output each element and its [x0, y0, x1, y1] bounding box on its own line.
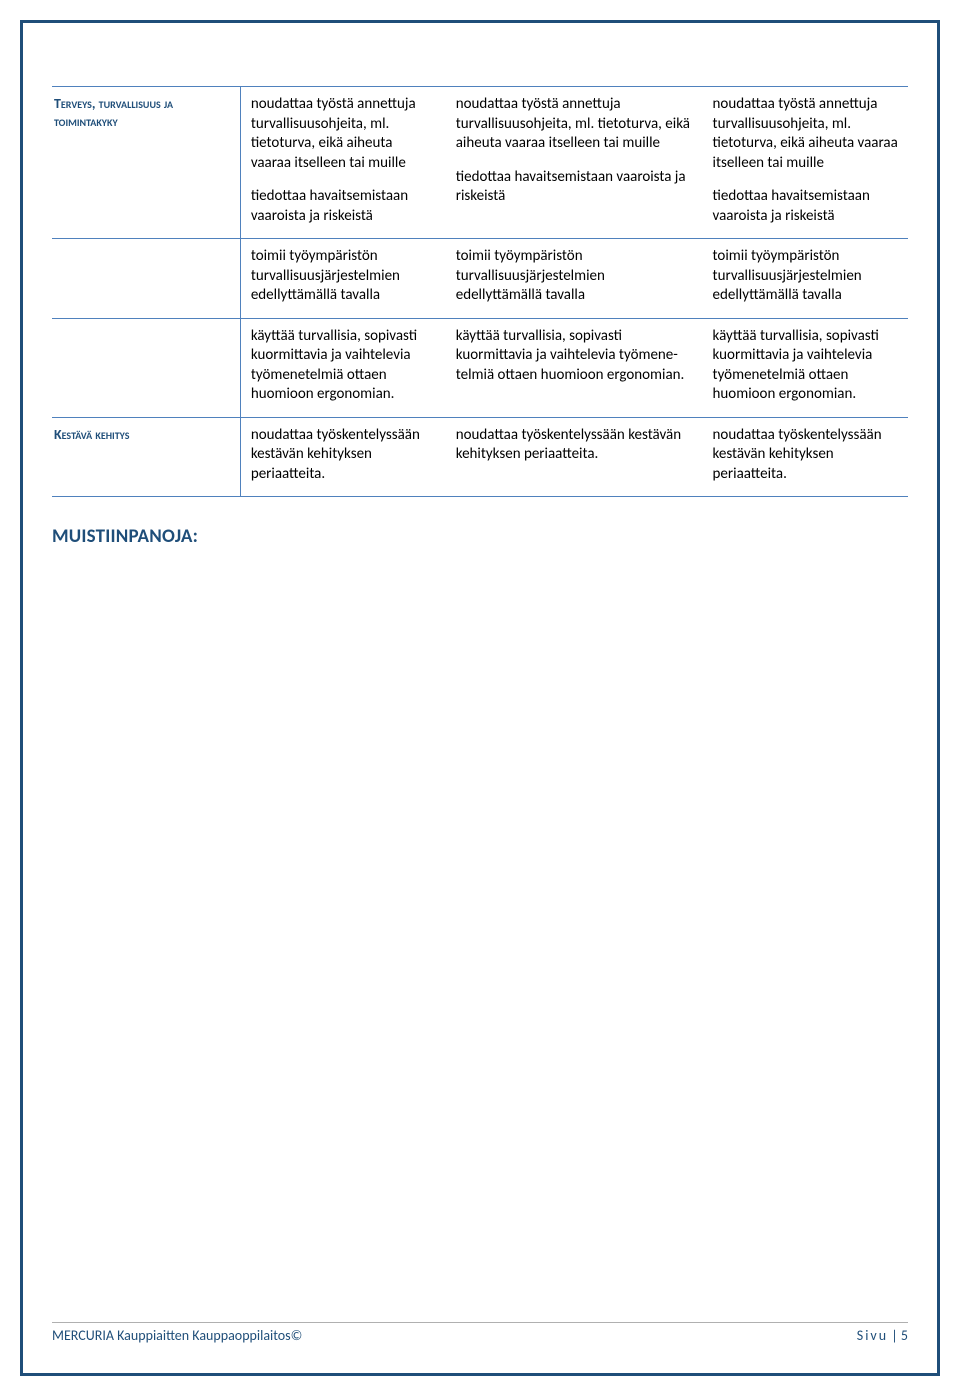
cell-text: noudattaa työstä annettuja turvalli­suus… — [713, 95, 898, 173]
row-heading-kestava: Kestävä kehitys — [52, 417, 240, 497]
footer-page-label: Sivu — [857, 1327, 888, 1344]
footer-page-number: 5 — [901, 1327, 908, 1344]
cell-text: tiedottaa havaitsemistaan vaaroista ja r… — [713, 187, 898, 226]
cell-text: noudattaa työskentelyssään kestävän kehi… — [713, 426, 898, 485]
table-row: Kestävä kehitys noudattaa työskentelyssä… — [52, 417, 908, 497]
table-cell: toimii työympäristön turvallisuusjärjes­… — [703, 239, 908, 319]
page-content: Terveys, turvallisuus ja toimintakyky no… — [52, 52, 908, 1344]
cell-text: tiedottaa havaitsemistaan vaaroista ja r… — [456, 168, 693, 207]
cell-text: noudattaa työstä annettuja turvallisuus­… — [456, 95, 693, 154]
table-cell: toimii työympäristön turvallisuusjärjes­… — [240, 239, 445, 319]
table-cell: noudattaa työstä annettuja turvallisuus­… — [446, 87, 703, 239]
page-footer: MERCURIA Kauppiaitten Kauppaoppilaitos© … — [52, 1322, 908, 1344]
cell-text: toimii työympäristön turvallisuusjärjes­… — [713, 247, 898, 306]
row-heading-terveys: Terveys, turvallisuus ja toimintakyky — [52, 87, 240, 239]
table-cell: toimii työympäristön turvallisuusjärjest… — [446, 239, 703, 319]
footer-left: MERCURIA Kauppiaitten Kauppaoppilaitos© — [52, 1327, 302, 1344]
cell-text: käyttää turvallisia, sopivasti kuormitta… — [251, 327, 436, 405]
notes-heading: MUISTIINPANOJA: — [52, 525, 908, 548]
table-cell: noudattaa työskentelyssään kestävän kehi… — [240, 417, 445, 497]
row-heading-empty — [52, 239, 240, 319]
footer-right: Sivu | 5 — [857, 1327, 908, 1344]
cell-text: toimii työympäristön turvallisuusjärjes­… — [251, 247, 436, 306]
row-heading-empty — [52, 318, 240, 417]
table-cell: noudattaa työstä annettuja turvalli­suus… — [240, 87, 445, 239]
cell-text: noudattaa työskentelyssään kestävän kehi… — [251, 426, 436, 485]
footer-page-sep: | — [888, 1327, 901, 1344]
cell-text: käyttää turvallisia, sopivasti kuormit­t… — [713, 327, 898, 405]
table-cell: noudattaa työstä annettuja turvalli­suus… — [703, 87, 908, 239]
criteria-table: Terveys, turvallisuus ja toimintakyky no… — [52, 86, 908, 497]
cell-text: käyttää turvallisia, sopivasti kuormitta… — [456, 327, 693, 386]
table-cell: käyttää turvallisia, sopivasti kuormitta… — [446, 318, 703, 417]
cell-text: tiedottaa havaitsemistaan vaaroista ja r… — [251, 187, 436, 226]
table-cell: käyttää turvallisia, sopivasti kuormit­t… — [703, 318, 908, 417]
table-row: toimii työympäristön turvallisuusjärjes­… — [52, 239, 908, 319]
cell-text: noudattaa työskentelyssään kestävän kehi… — [456, 426, 693, 465]
table-cell: noudattaa työskentelyssään kestävän kehi… — [703, 417, 908, 497]
table-row: käyttää turvallisia, sopivasti kuormitta… — [52, 318, 908, 417]
table-cell: noudattaa työskentelyssään kestävän kehi… — [446, 417, 703, 497]
table-cell: käyttää turvallisia, sopivasti kuormitta… — [240, 318, 445, 417]
cell-text: toimii työympäristön turvallisuusjärjest… — [456, 247, 693, 306]
table-row: Terveys, turvallisuus ja toimintakyky no… — [52, 87, 908, 239]
cell-text: noudattaa työstä annettuja turvalli­suus… — [251, 95, 436, 173]
